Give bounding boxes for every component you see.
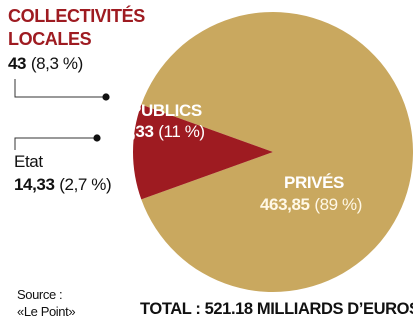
pie-slice-prives — [141, 12, 413, 292]
prives-value: 463,85 — [260, 195, 310, 214]
source-line1: Source : — [17, 287, 63, 302]
label-publics-value: 57,33 (11 %) — [113, 122, 205, 142]
label-publics-name: PUBLICS — [130, 101, 202, 120]
label-collectivites-value: 43 (8,3 %) — [8, 54, 83, 74]
collectivites-pct: (8,3 %) — [30, 54, 83, 73]
leader-line-collectivites — [14, 79, 106, 98]
etat-pct: (2,7 %) — [59, 175, 112, 194]
leader-line-etat — [14, 137, 97, 150]
prives-pct: (89 %) — [314, 195, 363, 214]
total-label: TOTAL : 521.18 MILLIARDS D’EUROS — [140, 300, 413, 318]
collectivites-value: 43 — [8, 54, 27, 73]
label-collectivites-line2: LOCALES — [8, 29, 92, 49]
source-line2: «Le Point» — [17, 304, 76, 319]
label-prives-name: PRIVÉS — [284, 173, 344, 192]
leader-dot-collectivites — [102, 93, 110, 101]
leader-dot-etat — [93, 134, 101, 142]
publics-pct: (11 %) — [158, 122, 205, 141]
etat-value: 14,33 — [14, 175, 55, 194]
label-collectivites-line1: COLLECTIVITÉS — [8, 6, 145, 26]
publics-value: 57,33 — [113, 122, 154, 141]
label-etat-name: Etat — [14, 152, 43, 171]
label-prives-value: 463,85 (89 %) — [260, 195, 362, 215]
pie-slice-publics — [133, 104, 273, 200]
label-etat-value: 14,33 (2,7 %) — [14, 175, 112, 195]
